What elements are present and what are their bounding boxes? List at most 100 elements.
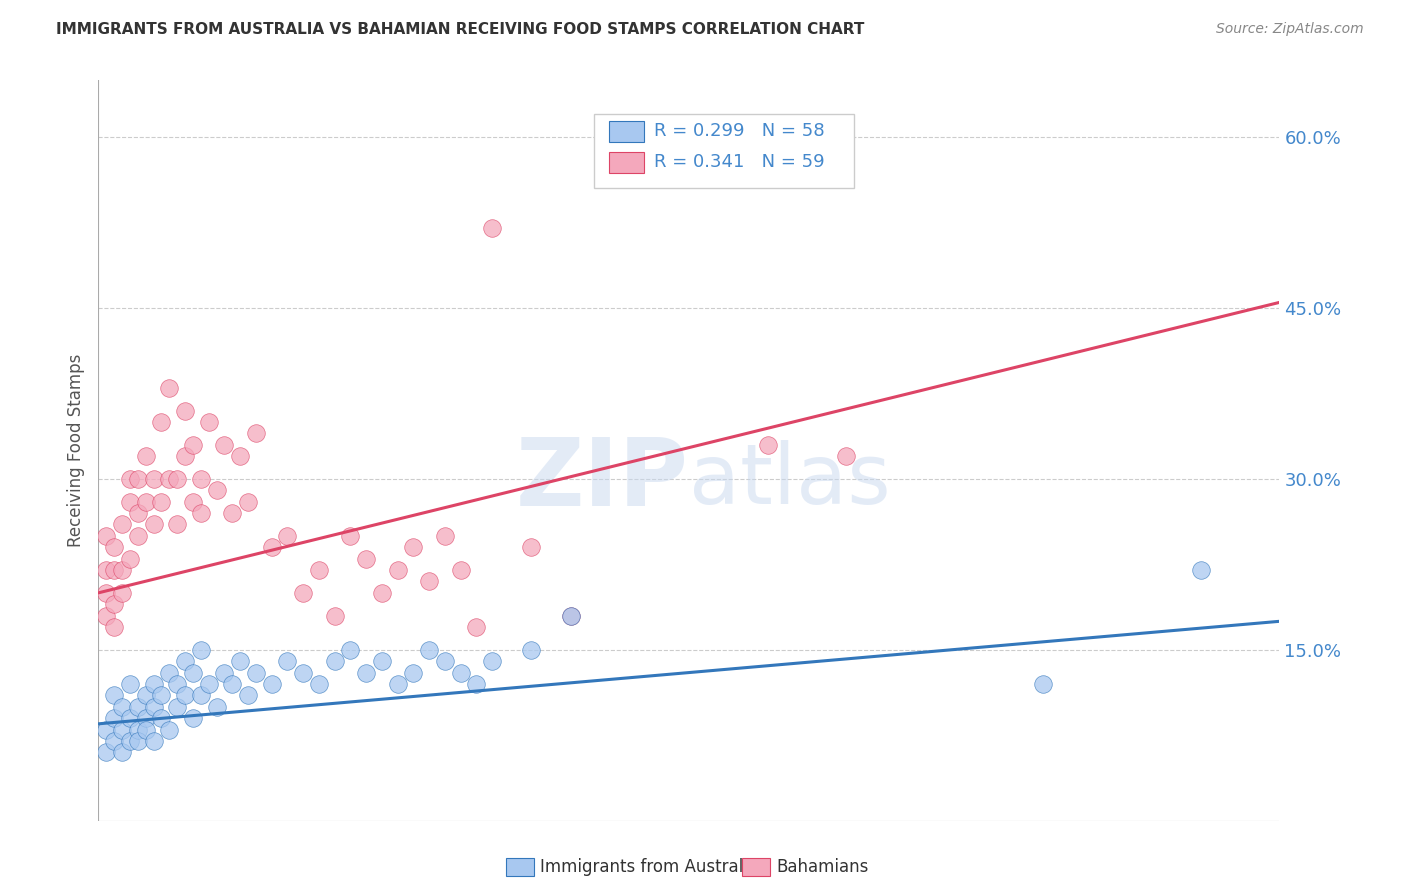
Point [127,472,149,486]
Bar [609,153,644,173]
Point [150,494,173,508]
Point [166,517,188,532]
Point [197,677,219,691]
Point [260,677,283,691]
Point [560,608,582,623]
Point [520,642,543,657]
Point [166,677,188,691]
Point [174,403,197,417]
Y-axis label: Receiving Food Stamps: Receiving Food Stamps [66,354,84,547]
Point [103,711,125,725]
Point [127,529,149,543]
Point [157,381,180,395]
Point [96,586,118,600]
Point [245,426,267,441]
Text: R = 0.299   N = 58: R = 0.299 N = 58 [654,122,824,140]
Point [103,563,125,577]
Point [205,699,228,714]
Point [354,665,377,680]
Text: R = 0.341   N = 59: R = 0.341 N = 59 [654,153,824,171]
Point [236,689,259,703]
Point [260,541,283,555]
Point [354,551,377,566]
Point [418,574,440,589]
Point [135,689,157,703]
Point [150,689,173,703]
Point [103,734,125,748]
Point [174,449,197,463]
Point [118,494,141,508]
Point [433,529,456,543]
Point [135,723,157,737]
Point [96,723,118,737]
Bar [609,121,644,142]
Point [142,734,165,748]
Point [276,529,298,543]
Point [292,665,315,680]
Point [387,677,409,691]
Point [96,608,118,623]
Point [118,734,141,748]
Point [308,563,330,577]
Point [103,597,125,611]
Point [402,665,425,680]
Point [236,494,259,508]
Point [450,665,472,680]
Point [150,711,173,725]
Text: ZIP: ZIP [516,434,689,526]
Point [197,415,219,429]
Point [323,654,346,668]
Point [181,665,204,680]
Point [465,677,488,691]
Point [142,517,165,532]
Point [181,494,204,508]
Point [371,586,394,600]
Point [127,699,149,714]
Point [127,723,149,737]
Point [245,665,267,680]
Point [111,563,134,577]
Point [481,221,503,235]
Point [157,472,180,486]
Text: Source: ZipAtlas.com: Source: ZipAtlas.com [1216,22,1364,37]
Point [214,438,236,452]
Point [190,642,212,657]
Point [835,449,858,463]
Point [387,563,409,577]
Point [450,563,472,577]
Point [181,438,204,452]
Point [135,711,157,725]
Point [174,654,197,668]
Point [111,745,134,759]
Point [323,608,346,623]
Point [1032,677,1054,691]
Point [118,711,141,725]
Point [127,506,149,520]
Point [96,529,118,543]
Point [371,654,394,668]
Text: atlas: atlas [689,440,890,521]
Point [190,506,212,520]
Point [221,506,243,520]
Point [157,723,180,737]
Point [118,551,141,566]
Point [1189,563,1212,577]
Point [103,620,125,634]
Point [118,472,141,486]
Point [190,689,212,703]
Point [127,734,149,748]
Point [560,608,582,623]
Point [229,654,252,668]
Point [520,541,543,555]
Point [221,677,243,691]
Text: Immigrants from Australia: Immigrants from Australia [540,858,758,876]
Point [96,745,118,759]
Text: Bahamians: Bahamians [776,858,869,876]
Point [174,689,197,703]
Point [481,654,503,668]
Point [465,620,488,634]
Point [433,654,456,668]
Text: IMMIGRANTS FROM AUSTRALIA VS BAHAMIAN RECEIVING FOOD STAMPS CORRELATION CHART: IMMIGRANTS FROM AUSTRALIA VS BAHAMIAN RE… [56,22,865,37]
Point [292,586,315,600]
Point [756,438,779,452]
